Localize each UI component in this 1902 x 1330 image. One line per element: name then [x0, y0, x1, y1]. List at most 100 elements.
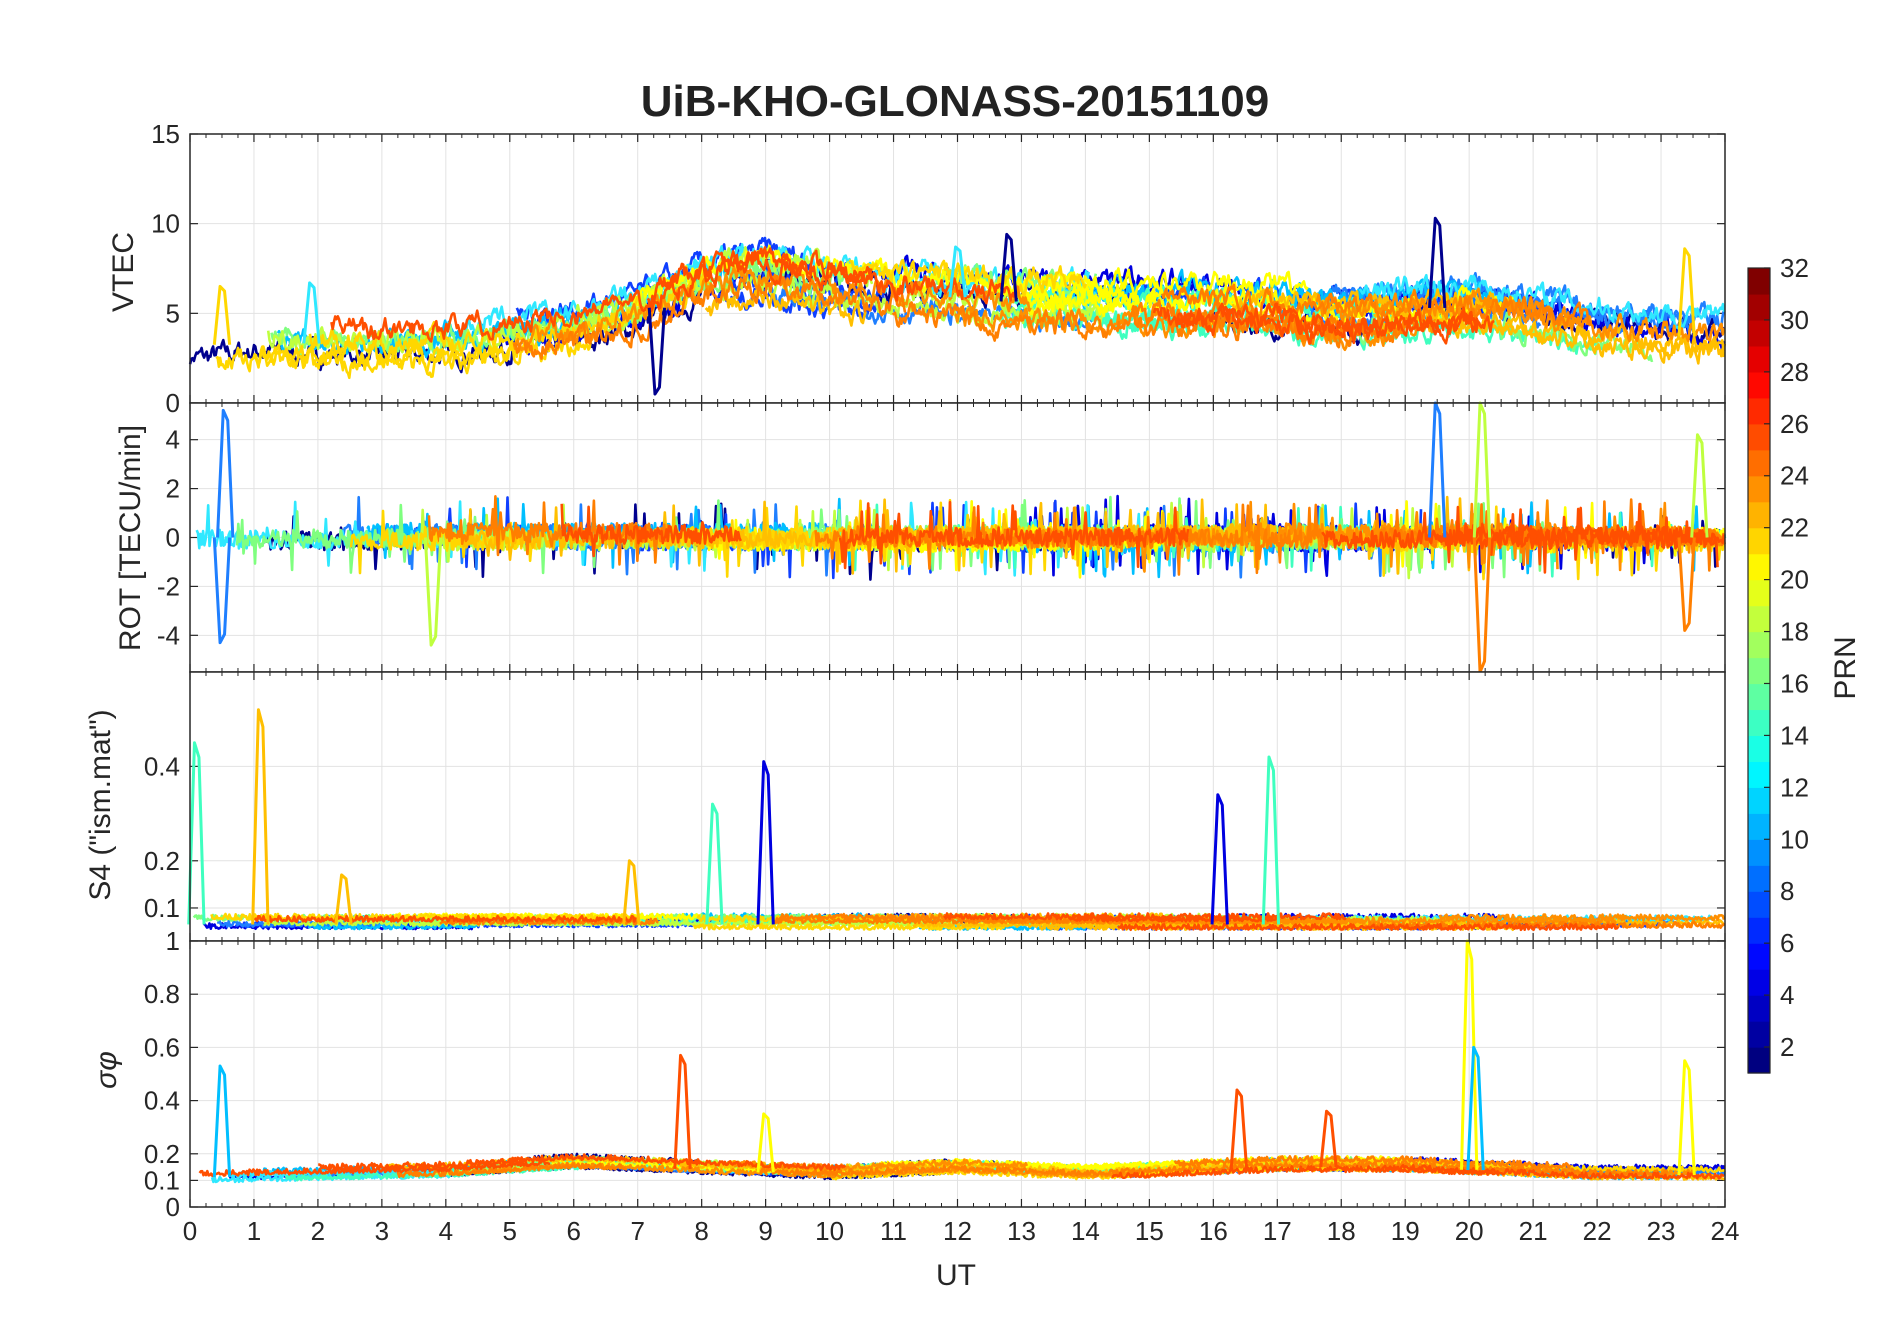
colorbar-tick-label: 12 — [1780, 772, 1809, 802]
peak-spike — [187, 741, 206, 925]
x-tick-label: 12 — [943, 1216, 972, 1246]
x-tick-label: 1 — [247, 1216, 261, 1246]
x-tick-label: 11 — [880, 1216, 907, 1246]
series-line — [1173, 1155, 1572, 1170]
colorbar-swatch — [1748, 917, 1770, 944]
y-tick-label: 5 — [166, 298, 180, 328]
y-tick-label: 0.1 — [144, 1165, 180, 1195]
series-line — [692, 922, 1008, 931]
colorbar-tick-label: 10 — [1780, 824, 1809, 854]
series-line — [1110, 1165, 1501, 1179]
series-line — [210, 912, 640, 921]
y-tick-label: 0.1 — [144, 893, 180, 923]
s4-panel: S4 ("ism.mat") 0.1 0.2 0.4 — [84, 671, 1726, 942]
x-tick-label: 13 — [1007, 1216, 1036, 1246]
y-tick-label: -4 — [157, 620, 180, 650]
colorbar-tick-label: 8 — [1780, 876, 1794, 906]
series-line — [1358, 273, 1726, 332]
peak-spike — [212, 1064, 232, 1178]
x-tick-label: 20 — [1455, 1216, 1484, 1246]
x-tick-label: 0 — [183, 1216, 197, 1246]
series-line — [1152, 302, 1495, 338]
colorbar-swatch — [1748, 839, 1770, 866]
y-tick-label: 4 — [166, 425, 180, 455]
series-traces — [195, 494, 1727, 581]
x-tick-label: 22 — [1583, 1216, 1612, 1246]
rot-panel: ROT [TECU/min] -4 -2 0 2 4 — [114, 401, 1727, 674]
x-tick-label: 14 — [1071, 1216, 1100, 1246]
colorbar-swatch — [1748, 709, 1770, 737]
series-line — [1465, 295, 1726, 343]
x-tick-label: 4 — [439, 1216, 453, 1246]
series-line — [512, 274, 907, 360]
colorbar-tick-label: 30 — [1780, 305, 1809, 335]
series-line — [1438, 506, 1719, 568]
colorbar-swatch — [1748, 605, 1770, 633]
colorbar-swatch — [1748, 579, 1770, 607]
peak-spike — [1428, 216, 1447, 309]
s4-axis-label: S4 ("ism.mat") — [84, 709, 117, 900]
peak-spike — [251, 708, 270, 925]
x-tick-label: 18 — [1327, 1216, 1356, 1246]
y-tick-label: 0.4 — [144, 1086, 180, 1116]
y-tick-label: 10 — [151, 209, 180, 239]
peak-spike — [1210, 793, 1229, 925]
series-line — [1364, 920, 1726, 929]
peak-spike — [756, 1112, 775, 1173]
x-tick-label: 21 — [1519, 1216, 1548, 1246]
colorbar-swatch — [1748, 501, 1770, 529]
colorbar-tick-label: 4 — [1780, 980, 1794, 1010]
series-line — [838, 500, 1190, 570]
chart-title: UiB-KHO-GLONASS-20151109 — [641, 77, 1269, 126]
peak-spike — [1428, 401, 1447, 538]
x-tick-label: 6 — [567, 1216, 581, 1246]
colorbar-tick-label: 24 — [1780, 461, 1809, 491]
colorbar-swatch — [1748, 319, 1770, 347]
colorbar-tick-label: 16 — [1780, 668, 1809, 698]
colorbar-swatch — [1748, 683, 1770, 711]
rot-axis-label: ROT [TECU/min] — [114, 425, 147, 651]
colorbar-tick-label: 26 — [1780, 409, 1809, 439]
x-tick-label: 5 — [503, 1216, 517, 1246]
peak-spike — [1472, 537, 1492, 674]
series-line — [755, 1161, 1298, 1177]
series-line — [560, 503, 742, 558]
y-tick-label: 0.2 — [144, 846, 180, 876]
colorbar-tick-label: 6 — [1780, 928, 1794, 958]
x-tick-label: 16 — [1199, 1216, 1228, 1246]
colorbar-tick-label: 18 — [1780, 617, 1809, 647]
colorbar-swatch — [1748, 397, 1770, 425]
colorbar-swatch — [1748, 735, 1770, 762]
vtec-axis-label: VTEC — [107, 232, 140, 312]
colorbar-swatch — [1748, 943, 1770, 970]
colorbar-swatch — [1748, 449, 1770, 477]
colorbar-swatch — [1748, 891, 1770, 918]
x-tick-label: 17 — [1263, 1216, 1292, 1246]
colorbar-swatch — [1748, 371, 1770, 399]
y-tick-label: 2 — [166, 474, 180, 504]
series-line — [771, 916, 1125, 925]
series-line — [1321, 502, 1726, 574]
colorbar-tick-label: 28 — [1780, 357, 1809, 387]
colorbar-frame — [1747, 267, 1771, 1074]
y-tick-label: 0 — [166, 523, 180, 553]
axes-frame — [189, 940, 1726, 1208]
colorbar-swatch — [1748, 268, 1770, 295]
series-line — [396, 1161, 628, 1179]
series-line — [330, 246, 873, 343]
colorbar-swatch — [1748, 293, 1770, 321]
peak-spike — [948, 245, 967, 298]
series-line — [729, 1158, 1029, 1171]
colorbar-tick-label: 2 — [1780, 1032, 1794, 1062]
series-line — [1161, 283, 1593, 327]
x-axis-label: UT — [936, 1259, 976, 1292]
x-tick-labels: 0 1 2 3 4 5 6 7 8 9 10 11 12 13 14 15 16 17 18 19 20 21 22 23 24 — [183, 1216, 1740, 1246]
colorbar-swatch — [1748, 995, 1770, 1022]
vtec-panel: VTEC 0 5 10 15 — [107, 119, 1727, 418]
y-tick-label: 0.4 — [144, 751, 180, 781]
x-tick-label: 9 — [758, 1216, 772, 1246]
colorbar-swatch — [1748, 969, 1770, 996]
colorbar-swatch — [1748, 553, 1770, 581]
x-tick-label: 15 — [1135, 1216, 1164, 1246]
series-line — [1117, 922, 1620, 932]
